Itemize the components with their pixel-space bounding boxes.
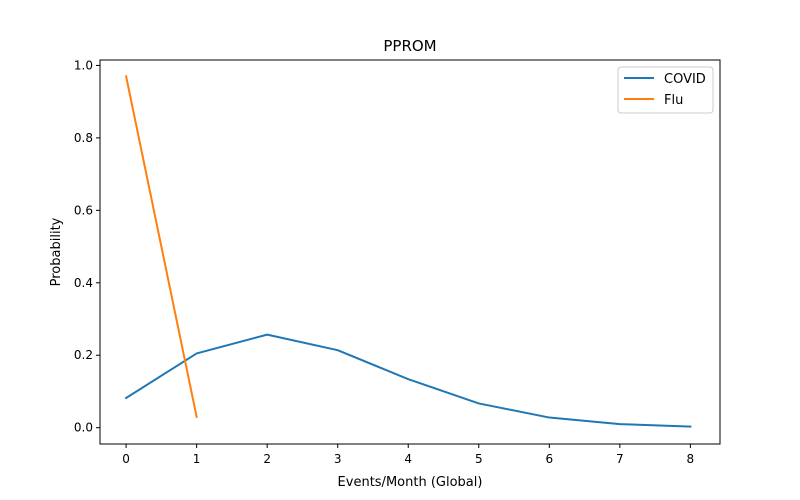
y-axis-ticks: 0.0 0.2 0.4 0.6 0.8 1.0 (74, 58, 100, 435)
series-line-flu (124, 75, 198, 419)
x-tick-label-0: 0 (122, 452, 130, 466)
legend-label-covid: COVID (664, 72, 706, 87)
x-tick-label-7: 7 (616, 452, 624, 466)
chart-title: PPROM (383, 37, 436, 55)
x-tick-label-5: 5 (475, 452, 483, 466)
x-axis-label: Events/Month (Global) (338, 475, 483, 490)
y-tick-label-1: 0.2 (74, 348, 93, 362)
y-axis-label: Probability (49, 217, 64, 286)
y-tick-label-2: 0.4 (74, 276, 93, 290)
x-tick-label-6: 6 (545, 452, 553, 466)
x-tick-label-4: 4 (404, 452, 412, 466)
y-tick-label-5: 1.0 (74, 58, 93, 72)
x-tick-label-2: 2 (263, 452, 271, 466)
y-tick-label-0: 0.0 (74, 421, 93, 435)
x-axis-ticks: 0 1 2 3 4 5 6 7 8 (122, 444, 694, 466)
plot-area: 0 1 2 3 4 5 6 7 8 0.0 0.2 0.4 0.6 0.8 1.0 (74, 58, 721, 466)
legend: COVID Flu (617, 66, 714, 114)
y-tick-label-3: 0.6 (74, 203, 93, 217)
plot-frame (99, 59, 721, 445)
y-tick-label-4: 0.8 (74, 131, 93, 145)
x-tick-label-1: 1 (193, 452, 201, 466)
series-layer (124, 75, 692, 428)
series-line-covid (124, 333, 692, 428)
x-tick-label-3: 3 (334, 452, 342, 466)
legend-label-flu: Flu (664, 93, 683, 108)
x-tick-label-8: 8 (687, 452, 695, 466)
